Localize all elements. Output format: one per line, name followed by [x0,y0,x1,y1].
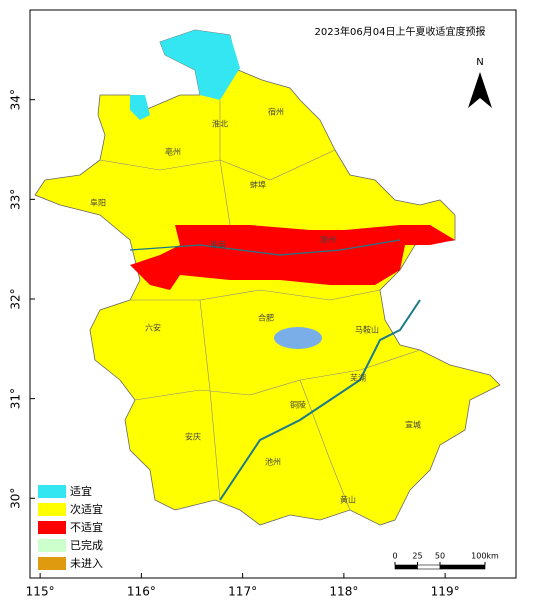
city-label: 马鞍山 [355,325,379,335]
scale-segment [394,564,418,570]
lat-tick-label: 30° [9,488,23,509]
legend-label: 未进入 [70,557,103,570]
lon-tick-label: 118° [329,585,358,599]
river [129,239,401,256]
scale-label: 100km [471,552,499,561]
scale-label: 0 [392,552,397,561]
city-label: 淮南 [210,240,226,250]
legend-swatch [38,521,66,534]
legend-swatch [38,557,66,570]
suitable-area [160,30,240,100]
lon-tick-label: 119° [431,585,460,599]
city-label: 安庆 [185,432,201,442]
legend-label: 不适宜 [70,520,103,534]
city-label: 黄山 [340,495,356,505]
city-label: 宣城 [405,420,421,430]
north-arrow: N [468,57,492,108]
legend-label: 次适宜 [70,502,103,516]
legend-label: 已完成 [70,538,103,552]
legend-swatch [38,503,66,516]
city-labels: 淮北 宿州 亳州 阜阳 蚌埠 淮南 滁州 合肥 六安 马鞍山 芜湖 宣城 铜陵 … [90,107,421,505]
scale-label: 25 [412,552,422,561]
scale-label: 50 [435,552,445,561]
city-label: 滁州 [320,235,336,245]
legend-label: 适宜 [70,484,92,498]
city-label: 蚌埠 [250,180,266,190]
legend-swatch [38,485,66,498]
lon-tick-label: 117° [228,585,257,599]
scale-segment [417,564,441,570]
city-label: 亳州 [165,147,181,157]
city-label: 宿州 [268,107,284,117]
city-label: 淮北 [212,119,228,129]
lon-tick-label: 116° [127,585,156,599]
city-label: 合肥 [258,313,274,323]
map-title: 2023年06月04日上午夏收适宜度预报 [315,25,486,38]
legend-swatch [38,539,66,552]
lat-tick-label: 34° [9,89,23,110]
north-label: N [476,57,483,68]
scale-segment [439,564,486,570]
lon-tick-label: 115° [26,585,55,599]
lat-tick-label: 32° [9,288,23,309]
city-label: 池州 [265,457,281,467]
city-label: 六安 [145,323,161,333]
city-label: 铜陵 [290,400,306,410]
lake [274,327,322,349]
boundaries [99,100,421,511]
lat-tick-label: 33° [9,189,23,210]
city-label: 阜阳 [90,198,106,208]
lat-tick-label: 31° [9,388,23,409]
city-label: 芜湖 [350,373,366,383]
north-arrow-shape [468,72,492,108]
river [219,299,421,501]
suitable-area [130,95,150,120]
unsuitable-area [130,225,455,290]
